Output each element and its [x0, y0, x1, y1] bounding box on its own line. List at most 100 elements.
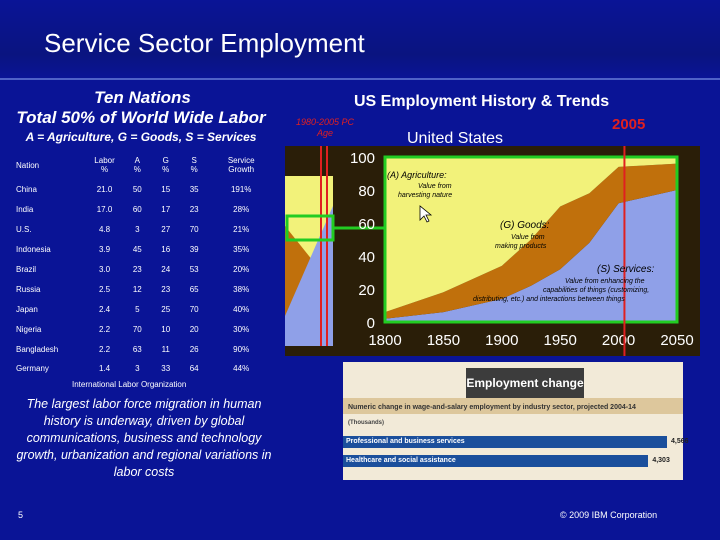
table-row: Brazil 3.0 23 24 53 20%	[16, 260, 274, 280]
col-agriculture: A %	[133, 156, 141, 174]
source-note: International Labor Organization	[72, 380, 187, 389]
table-row: China 21.0 50 15 35 191%	[16, 180, 274, 200]
table-cell: 24	[161, 265, 171, 274]
table-cell: 3.9	[98, 245, 111, 255]
table-cell: Indonesia	[16, 245, 51, 255]
table-cell: 40%	[233, 304, 250, 314]
chart-title: United States	[407, 130, 504, 147]
table-cell: 70	[189, 225, 199, 235]
table-cell: 5	[135, 304, 140, 314]
x-tick-label: 2000	[602, 332, 635, 349]
year-2005-label: 2005	[612, 116, 646, 133]
x-tick-label: 1950	[544, 332, 577, 349]
table-row: Bangladesh 2.2 63 11 26 90%	[16, 339, 274, 359]
table-cell: India	[16, 205, 34, 215]
employment-change-band	[343, 398, 683, 414]
table-cell: 23	[132, 265, 142, 274]
services-desc-1: Value from enhancing the	[565, 278, 645, 285]
table-cell: Russia	[16, 284, 41, 294]
employment-bar-value: 4,303	[652, 457, 670, 464]
table-cell: 11	[161, 344, 170, 354]
y-tick-label: 60	[358, 216, 375, 233]
col-service-growth: Service Growth	[227, 156, 255, 174]
table-cell: 70	[132, 324, 142, 334]
table-cell: 10	[161, 324, 171, 334]
goods-desc-2: making products	[495, 243, 547, 250]
table-cell: 23	[161, 284, 171, 294]
table-row: Indonesia 3.9 45 16 39 35%	[16, 240, 274, 260]
table-cell: 16	[161, 245, 171, 255]
table-cell: 3	[135, 225, 140, 235]
x-tick-label: 1900	[485, 332, 518, 349]
y-tick-label: 100	[350, 150, 375, 167]
services-annotation: (S) Services:	[597, 264, 654, 275]
col-labor: Labor %	[94, 156, 115, 174]
agriculture-annotation: (A) Agriculture:	[387, 170, 447, 180]
table-cell: 65	[189, 284, 199, 294]
table-cell: 70	[189, 304, 199, 314]
table-cell: 39	[189, 245, 199, 255]
table-cell: 45	[132, 245, 142, 255]
goods-area	[385, 163, 677, 319]
agriculture-area	[385, 157, 677, 313]
table-cell: 26	[189, 344, 199, 354]
table-cell: 30%	[233, 324, 250, 334]
goods-annotation: (G) Goods:	[500, 220, 550, 231]
y-tick-label: 40	[358, 249, 375, 266]
services-desc-2: capabilities of things (customizing,	[543, 287, 649, 294]
services-desc-3: distributing, etc.) and interactions bet…	[473, 296, 625, 303]
x-tick-label: 1850	[427, 332, 460, 349]
table-cell: 23	[189, 205, 199, 215]
table-cell: 27	[161, 225, 171, 235]
table-row: India 17.0 60 17 23 28%	[16, 200, 274, 220]
table-cell: 28%	[233, 205, 250, 215]
table-cell: Japan	[16, 304, 38, 314]
table-cell: China	[16, 185, 37, 195]
y-tick-label: 20	[358, 282, 375, 299]
table-cell: 64	[189, 364, 199, 374]
table-header-row: Nation Labor % A % G % S % Service Growt…	[16, 150, 274, 180]
goods-desc-1: Value from	[511, 234, 545, 241]
table-cell: 15	[161, 185, 171, 195]
table-cell: 2.2	[98, 344, 111, 354]
table-row: Russia 2.5 12 23 65 38%	[16, 279, 274, 299]
table-cell: 53	[189, 265, 199, 274]
table-cell: 38%	[233, 284, 250, 294]
table-cell: 1.4	[98, 364, 111, 374]
table-cell: 2.2	[98, 324, 111, 334]
page-number: 5	[18, 510, 24, 520]
employment-change-title: Employment change	[466, 368, 584, 398]
table-cell: 90%	[233, 344, 250, 354]
table-cell: 2.5	[98, 284, 111, 294]
table-cell: 17	[161, 205, 171, 215]
table-row: U.S. 4.8 3 27 70 21%	[16, 220, 274, 240]
pc-age-inset	[285, 146, 385, 346]
table-cell: 12	[132, 284, 142, 294]
table-cell: Brazil	[16, 265, 37, 274]
table-cell: 44%	[233, 364, 250, 374]
table-cell: 25	[161, 304, 171, 314]
y-tick-label: 0	[367, 315, 375, 332]
employment-bar	[343, 436, 667, 448]
page-title: Service Sector Employment	[44, 28, 365, 58]
us-employment-chart: 0 20 40 60 80 100 1800 1850 1900 1950 2000 2050 (A…	[285, 146, 700, 356]
table-cell: 3.0	[98, 265, 111, 274]
nations-table: Nation Labor % A % G % S % Service Growt…	[16, 150, 274, 379]
agriculture-desc-1: Value from	[418, 183, 452, 190]
table-cell: Nigeria	[16, 324, 42, 334]
x-tick-label: 2050	[660, 332, 693, 349]
table-row: Germany 1.4 3 33 64 44%	[16, 359, 274, 379]
table-cell: 60	[132, 205, 142, 215]
employment-bar	[343, 455, 649, 467]
history-title: US Employment History & Trends	[354, 93, 610, 110]
employment-bar-value: 4,566	[671, 438, 689, 445]
plot-highlight-frame	[383, 155, 679, 324]
employment-bar-label: Healthcare and social assistance	[346, 457, 456, 464]
table-cell: 21.0	[96, 185, 113, 195]
table-cell: 2.4	[98, 304, 111, 314]
table-cell: 20	[189, 324, 199, 334]
table-row: Nigeria 2.2 70 10 20 30%	[16, 319, 274, 339]
table-row: Japan 2.4 5 25 70 40%	[16, 299, 274, 319]
table-cell: 35	[189, 185, 199, 195]
copyright: © 2009 IBM Corporation	[560, 510, 658, 520]
